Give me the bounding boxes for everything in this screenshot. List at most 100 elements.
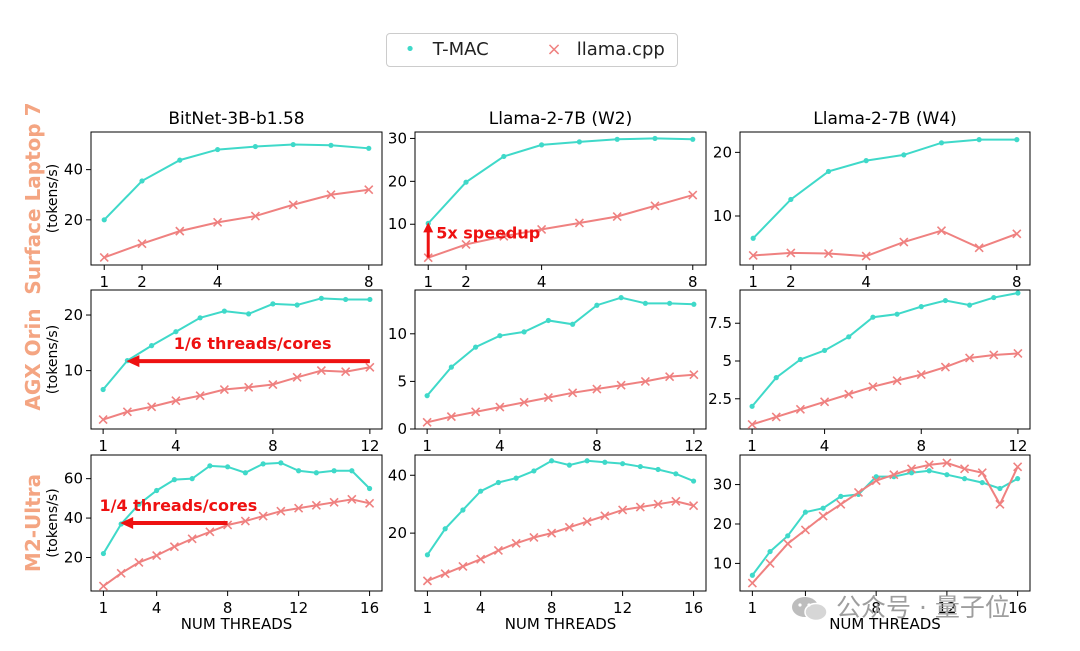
data-point-llama [329,497,339,507]
data-point-tmac [136,501,142,507]
x-tick-label: 4 [213,273,223,291]
data-point-llama [258,511,268,521]
data-point-tmac [979,479,985,486]
data-point-llama [936,226,947,236]
data-point-tmac [260,461,266,467]
data-point-tmac [215,146,221,153]
x-tick-label: 1 [99,273,109,291]
x-tick-label: 4 [495,437,505,455]
data-point-tmac [349,468,355,474]
series-line-tmac [427,137,693,225]
data-point-tmac [171,477,177,483]
data-point-llama [974,243,984,253]
data-point-tmac [566,462,572,468]
data-point-tmac [177,157,183,163]
x-tick-label: 1 [98,437,108,455]
y-tick-label: 20 [713,515,732,533]
data-point-llama [568,388,578,398]
data-point-llama [288,200,298,210]
watermark: 公众号 · 量子位 [790,588,1010,624]
annotation-text: 1/4 threads/cores [99,496,257,515]
data-point-tmac [497,333,503,339]
data-point-tmac [343,296,349,303]
series-line-llama [102,366,371,421]
y-tick-label: 20 [388,524,407,542]
data-point-tmac [366,145,372,151]
data-point-llama [268,379,278,390]
x-tick-label: 4 [152,599,162,617]
data-point-tmac [252,143,258,150]
data-point-tmac [189,476,195,482]
data-point-llama [640,376,650,386]
data-point-llama [244,382,254,392]
x-tick-label: 12 [289,599,308,617]
data-point-llama [294,503,304,513]
data-point-tmac [942,297,949,304]
data-point-tmac [673,471,679,477]
legend-item-llama: × llama.cpp [537,39,664,60]
data-point-llama [989,350,999,360]
annotation-text: 1/6 threads/cores [174,334,332,353]
data-point-tmac [521,329,527,335]
y-tick-label: 20 [388,172,407,190]
data-point-tmac [863,158,869,164]
data-point-llama [1012,229,1022,239]
x-tick-label: 4 [537,273,547,291]
data-point-llama [861,251,871,261]
data-point-tmac [750,235,756,241]
x-tick-label: 8 [592,437,602,455]
data-point-tmac [846,334,852,340]
data-point-llama [458,561,468,571]
data-point-llama [942,458,952,468]
data-point-llama [187,534,197,544]
data-point-tmac [773,375,779,381]
data-point-llama [906,464,917,474]
data-point-tmac [584,458,590,464]
data-point-tmac [614,136,620,142]
y-tick-label: 10 [388,325,407,343]
plot-frame [739,454,1031,592]
y-tick-label: 30 [388,129,407,147]
data-point-llama [495,402,505,412]
y-tick-label: 2.5 [708,390,732,408]
data-point-tmac [318,295,324,301]
data-point-tmac [1015,476,1021,482]
data-point-tmac [460,507,466,513]
data-point-llama [868,382,878,392]
x-tick-label: 12 [937,599,956,617]
data-point-tmac [690,478,697,484]
row-label: Surface Laptop 7 [21,102,45,294]
plot-frame [90,131,383,266]
series-line-tmac [751,292,1019,407]
data-point-llama [635,502,645,512]
data-point-llama [995,499,1005,509]
data-point-llama [564,522,574,532]
y-tick-label: 20 [713,143,732,161]
data-point-llama [116,568,126,578]
y-axis-label: (tokens/s) [45,164,61,233]
x-axis-label: NUM THREADS [505,615,617,633]
data-point-tmac [246,311,252,317]
x-tick-label: 4 [476,599,486,617]
data-point-tmac [290,141,296,148]
x-tick-label: 16 [684,599,703,617]
data-point-tmac [667,300,673,306]
data-point-llama [461,239,471,249]
data-point-llama [537,224,547,234]
data-point-tmac [225,464,231,470]
data-point-tmac [549,458,555,464]
data-point-tmac [637,463,643,470]
y-tick-label: 40 [64,161,83,179]
data-point-tmac [448,364,454,370]
data-point-tmac [802,509,809,515]
data-point-llama [574,218,584,228]
data-point-tmac [531,468,537,474]
data-point-llama [543,393,553,403]
row-label: M2-Ultra [21,474,45,572]
data-point-llama [98,414,108,425]
series-line-llama [427,194,694,259]
data-point-llama [747,419,757,430]
data-point-tmac [788,196,794,203]
data-point-llama [422,417,432,427]
